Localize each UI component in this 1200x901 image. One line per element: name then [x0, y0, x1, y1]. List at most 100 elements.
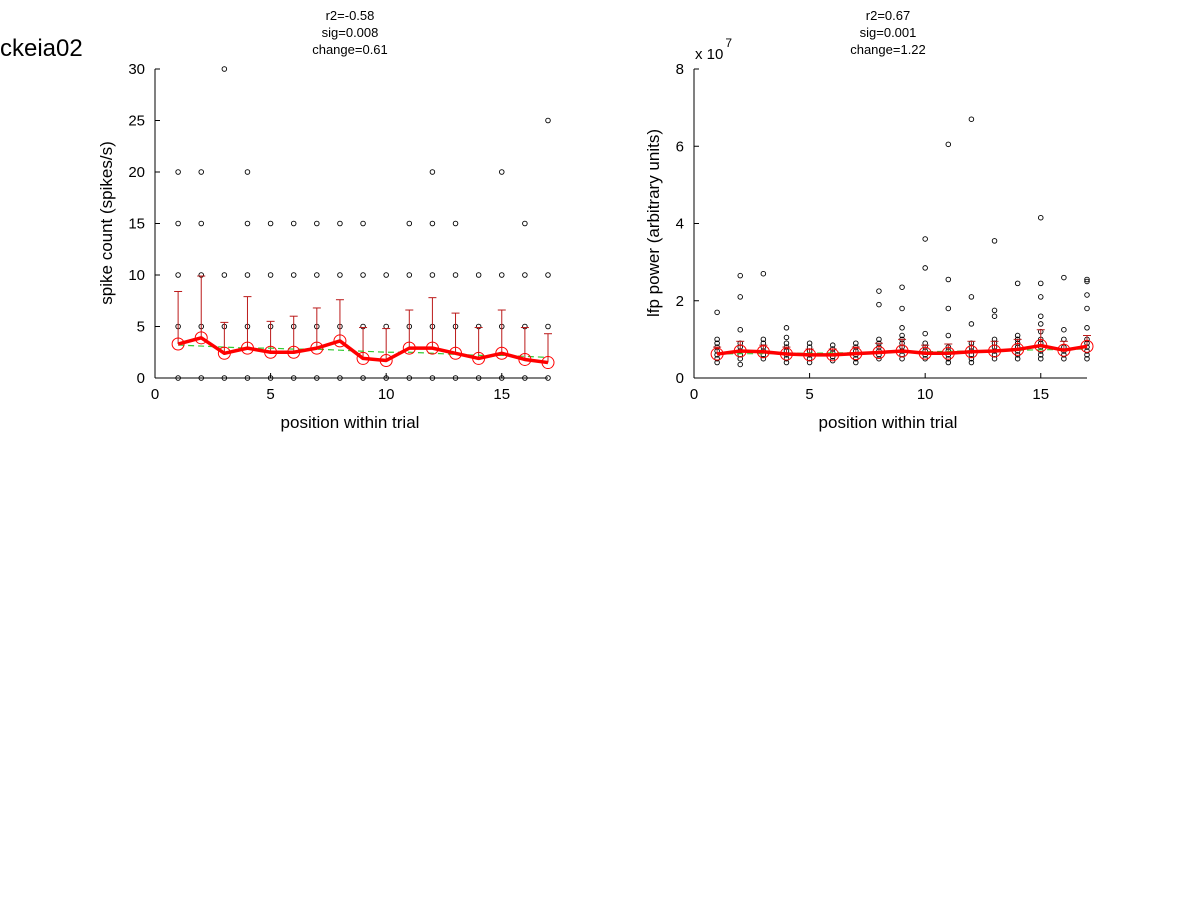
spike-count-stat-change: change=0.61 — [312, 42, 388, 57]
lfp-power-data-point — [968, 359, 975, 366]
lfp-power-data-point — [1014, 332, 1021, 339]
lfp-power-data-point — [968, 116, 975, 122]
lfp-power-stat-change: change=1.22 — [850, 42, 926, 57]
spike-count-mean-marker — [287, 345, 301, 359]
spike-count-stat-r2: r2=-0.58 — [326, 8, 375, 23]
spike-count-x-tick-label: 5 — [266, 386, 274, 403]
lfp-power-data-point — [714, 340, 720, 346]
spike-count-x-tick-label: 0 — [151, 386, 159, 403]
lfp-power-data-point — [737, 326, 743, 333]
spike-count-mean-marker — [217, 346, 231, 360]
spike-count-data-point — [499, 375, 505, 381]
lfp-power-mean-marker — [895, 344, 909, 358]
lfp-power-data-point — [760, 270, 767, 277]
lfp-power-data-point — [922, 236, 928, 242]
lfp-power-data-point — [1038, 352, 1044, 358]
spike-count-x-axis-label: position within trial — [281, 413, 420, 432]
lfp-power-y-tick-label: 0 — [676, 370, 684, 387]
spike-count-data-point — [290, 220, 297, 227]
lfp-power-mean-marker — [826, 348, 840, 362]
spike-count-data-point — [175, 272, 181, 278]
spike-count-data-point — [221, 66, 228, 72]
lfp-power-data-point — [899, 284, 905, 290]
lfp-power-data-point — [876, 355, 882, 362]
spike-count-mean-marker — [402, 341, 416, 355]
lfp-power-data-point — [1038, 294, 1044, 300]
lfp-power-data-point — [714, 309, 720, 316]
lfp-power-mean-marker — [849, 347, 863, 361]
lfp-power-mean-marker — [733, 344, 747, 358]
spike-count-y-tick-label: 30 — [128, 61, 145, 78]
lfp-power-data-point — [853, 359, 859, 366]
spike-count-data-point — [406, 220, 413, 227]
lfp-power-data-point — [714, 336, 720, 343]
lfp-power-data-point — [945, 276, 952, 283]
spike-count-data-point — [175, 169, 181, 175]
spike-count-data-point — [499, 272, 505, 278]
lfp-power-mean-marker — [918, 346, 932, 360]
lfp-power-data-point — [853, 340, 859, 346]
lfp-power-data-point — [899, 355, 905, 362]
lfp-power-data-point — [991, 238, 998, 244]
spike-count-data-point — [198, 375, 204, 381]
spike-count-y-tick-label: 20 — [128, 164, 145, 181]
lfp-power-data-point — [737, 361, 743, 368]
spike-count-data-point — [475, 272, 482, 278]
lfp-power-mean-marker — [1034, 339, 1048, 353]
spike-count-data-point — [314, 272, 320, 278]
spike-count-stat-sig: sig=0.008 — [322, 25, 379, 40]
lfp-power-mean-marker — [803, 348, 817, 362]
spike-count-data-point — [267, 272, 274, 278]
spike-count-mean-marker — [541, 356, 555, 370]
lfp-power-data-point — [1038, 355, 1044, 362]
lfp-power-x-tick-label: 15 — [1032, 386, 1049, 403]
lfp-power-data-point — [737, 355, 743, 362]
spike-count-mean-marker — [518, 352, 532, 366]
spike-count-data-point — [499, 169, 505, 175]
lfp-power-y-tick-label: 6 — [676, 138, 684, 155]
lfp-power-data-point — [991, 355, 998, 362]
spike-count-mean-marker — [495, 346, 509, 360]
lfp-power-data-point — [876, 301, 882, 308]
spike-count-data-point — [244, 169, 251, 175]
spike-count-mean-line — [177, 336, 549, 365]
spike-count-mean-marker — [472, 351, 486, 365]
spike-count-mean-marker — [240, 341, 254, 355]
lfp-power-data-point — [783, 340, 790, 346]
spike-count-mean-marker — [194, 331, 208, 345]
lfp-power-stat-sig: sig=0.001 — [860, 25, 917, 40]
spike-count-data-point — [314, 220, 320, 227]
spike-count-data-point — [337, 375, 343, 381]
spike-count-data-point — [360, 220, 366, 227]
lfp-power-multiplier: x 107 — [695, 36, 732, 63]
lfp-power-data-point — [1084, 292, 1090, 298]
lfp-power-x-axis-label: position within trial — [819, 413, 958, 432]
spike-count-stats: r2=-0.58 sig=0.008 change=0.61 — [312, 8, 388, 57]
spike-count-data-point — [290, 272, 297, 278]
lfp-power-data-point — [1084, 355, 1090, 362]
lfp-power-data-point — [899, 325, 905, 331]
lfp-power-data-point — [945, 141, 952, 148]
spike-count-data-point — [406, 375, 413, 381]
spike-count-data-point — [545, 375, 551, 381]
spike-count-data-point — [522, 220, 528, 227]
lfp-power-data-point — [806, 340, 813, 346]
lfp-power-mean-marker — [1011, 342, 1025, 356]
lfp-power-mean-marker — [1080, 339, 1094, 353]
spike-count-panel: r2=-0.58 sig=0.008 change=0.61 position … — [97, 8, 555, 432]
lfp-power-data-point — [922, 330, 928, 337]
lfp-power-data-point — [829, 342, 836, 348]
lfp-power-data-point — [899, 305, 905, 312]
spike-count-data-point — [452, 272, 459, 278]
spike-count-data-point — [175, 220, 181, 227]
spike-count-mean-marker — [310, 341, 324, 355]
lfp-power-mean-marker — [872, 346, 886, 360]
lfp-power-data-point — [1038, 214, 1044, 221]
lfp-power-data-point — [1084, 278, 1090, 285]
spike-count-data-point — [290, 375, 297, 381]
lfp-power-data-point — [945, 359, 952, 366]
spike-count-data-point — [198, 169, 204, 175]
spike-count-data-point — [452, 220, 459, 227]
lfp-power-data-point — [783, 334, 790, 341]
